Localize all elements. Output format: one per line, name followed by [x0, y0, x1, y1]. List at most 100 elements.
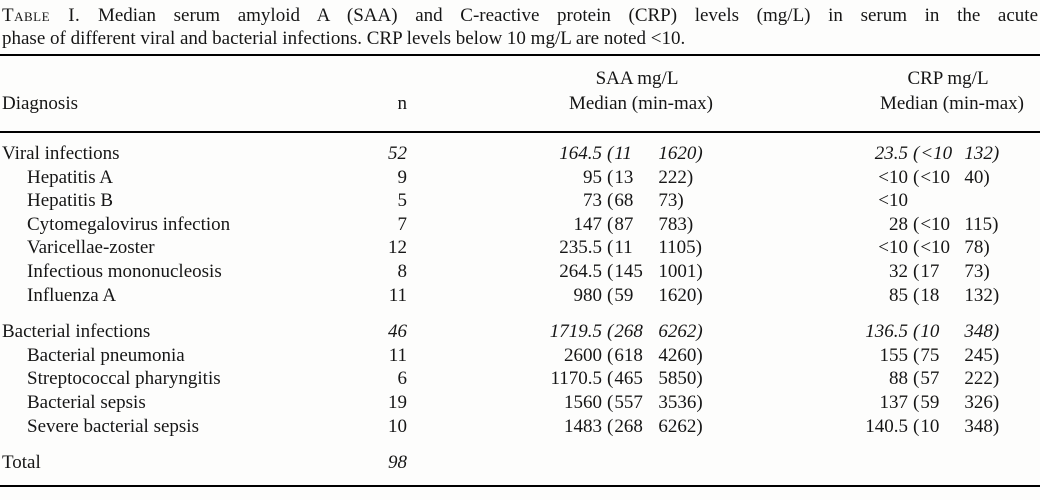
crp-min: 10 [920, 415, 940, 437]
saa-min: 59 [614, 284, 634, 306]
n-cell: 12 [388, 237, 407, 259]
column-header-saa-title: SAA mg/L [595, 68, 679, 89]
saa-min: 465 [614, 368, 643, 390]
crp-median: 85 [889, 284, 908, 306]
n-cell: 11 [388, 344, 407, 366]
saa-cell: 1483 (268 6262) [407, 415, 720, 439]
saa-min: 87 [614, 213, 634, 235]
table-row: Streptococcal pharyngitis 6 1170.5 (465 58… [0, 367, 1040, 391]
crp-range: (<10 40) [913, 166, 990, 188]
n-cell: 8 [397, 260, 408, 282]
saa-median: 164.5 [559, 143, 602, 164]
table-body: Viral infections 52 164.5 (11 1620) 23.5 (<… [0, 133, 1040, 475]
saa-min: 268 [614, 415, 643, 437]
saa-median: 264.5 [559, 260, 602, 282]
crp-cell: 88 (57 222) [720, 367, 1040, 391]
crp-cell: 140.5 (10 348) [720, 415, 1040, 439]
saa-range: (87 783) [607, 213, 694, 235]
diagnosis-cell: Hepatitis B [27, 190, 114, 212]
saa-min: 268 [614, 321, 643, 343]
table-rule-top [0, 54, 1040, 56]
crp-range: (57 222) [913, 368, 1000, 390]
crp-max: 73 [964, 260, 984, 282]
crp-range: (10 348) [913, 321, 1000, 343]
table-row: Viral infections 52 164.5 (11 1620) 23.5 (<… [0, 142, 1040, 166]
crp-range: (<10 132) [913, 143, 1000, 164]
table-rule-header [0, 131, 1040, 133]
n-cell: 19 [388, 391, 407, 413]
n-cell: 5 [397, 190, 408, 212]
saa-range: (465 5850) [607, 368, 703, 390]
saa-range: (268 6262) [607, 415, 703, 437]
saa-median: 73 [583, 190, 602, 212]
saa-max: 73 [658, 190, 678, 212]
crp-max: 348 [964, 321, 993, 343]
crp-max: 245 [964, 344, 993, 366]
saa-min: 13 [614, 166, 634, 188]
saa-max: 1620 [658, 143, 697, 164]
crp-min: <10 [920, 143, 953, 164]
diagnosis-cell: Infectious mononucleosis [27, 260, 222, 282]
saa-cell: 95 (13 222) [407, 166, 720, 190]
crp-min: 17 [920, 260, 940, 282]
diagnosis-cell: Hepatitis A [27, 166, 114, 188]
table-rule-bottom [0, 484, 1040, 487]
crp-median: 136.5 [865, 321, 908, 343]
saa-median: 147 [573, 213, 603, 235]
table-row: Bacterial pneumonia 11 2600 (618 4260) 155… [0, 344, 1040, 368]
crp-median: 137 [879, 391, 909, 413]
crp-cell: 155 (75 245) [720, 344, 1040, 368]
column-header-saa-subtitle: Median (min-max) [568, 93, 714, 114]
section-gap [0, 438, 1040, 451]
saa-cell: 235.5 (11 1105) [407, 236, 720, 260]
table-header: Diagnosis n SAA mg/L Median (min-max) CR… [0, 56, 1040, 131]
diagnosis-cell: Streptococcal pharyngitis [27, 368, 221, 390]
diagnosis-cell: Varicellae-zoster [27, 237, 155, 259]
crp-range: (<10 115) [913, 213, 999, 235]
crp-max: 132 [964, 284, 993, 306]
crp-cell: 28 (<10 115) [720, 213, 1040, 237]
crp-cell: 137 (59 326) [720, 391, 1040, 415]
saa-max: 1620 [658, 284, 697, 306]
saa-max: 6262 [658, 415, 697, 437]
crp-cell [720, 451, 1040, 475]
crp-cell: <10 (<10 40) [720, 166, 1040, 190]
table-row: Hepatitis A 9 95 (13 222) <10 (<10 40) [0, 166, 1040, 190]
column-header-n: n [397, 93, 408, 114]
crp-median: <10 [878, 237, 908, 259]
crp-cell: 32 (17 73) [720, 260, 1040, 284]
n-cell: 11 [388, 284, 407, 306]
saa-median: 2600 [564, 344, 602, 366]
crp-median: 32 [889, 260, 908, 282]
diagnosis-cell: Influenza A [27, 284, 117, 306]
saa-range: (268 6262) [607, 321, 703, 343]
crp-median: 28 [889, 213, 908, 235]
crp-median: 155 [879, 344, 909, 366]
crp-cell: <10 (<10 78) [720, 236, 1040, 260]
diagnosis-cell: Bacterial pneumonia [27, 344, 185, 366]
crp-min: 59 [920, 391, 940, 413]
crp-cell: 23.5 (<10 132) [720, 142, 1040, 166]
crp-range: (75 245) [913, 344, 1000, 366]
saa-max: 4260 [658, 344, 697, 366]
table-row: Bacterial sepsis 19 1560 (557 3536) 137 (59… [0, 391, 1040, 415]
crp-min: 10 [920, 321, 940, 343]
diagnosis-cell: Severe bacterial sepsis [27, 415, 199, 437]
crp-cell: 136.5 (10 348) [720, 320, 1040, 344]
crp-range: (17 73) [913, 260, 990, 282]
saa-min: 68 [614, 190, 634, 212]
caption-line-2: phase of different viral and bacterial i… [2, 28, 686, 49]
crp-max: 78 [964, 237, 984, 259]
saa-median: 235.5 [559, 237, 602, 259]
table-label: Table I. [2, 5, 81, 26]
table-row: Total 98 [0, 451, 1040, 475]
caption-text-1: Median serum amyloid A (SAA) and C-react… [97, 5, 1039, 26]
saa-cell: 264.5 (145 1001) [407, 260, 720, 284]
saa-range: (59 1620) [607, 284, 703, 306]
diagnosis-cell: Viral infections [2, 143, 120, 164]
saa-median: 1560 [564, 391, 602, 413]
saa-cell: 164.5 (11 1620) [407, 142, 720, 166]
crp-min: 57 [920, 368, 940, 390]
